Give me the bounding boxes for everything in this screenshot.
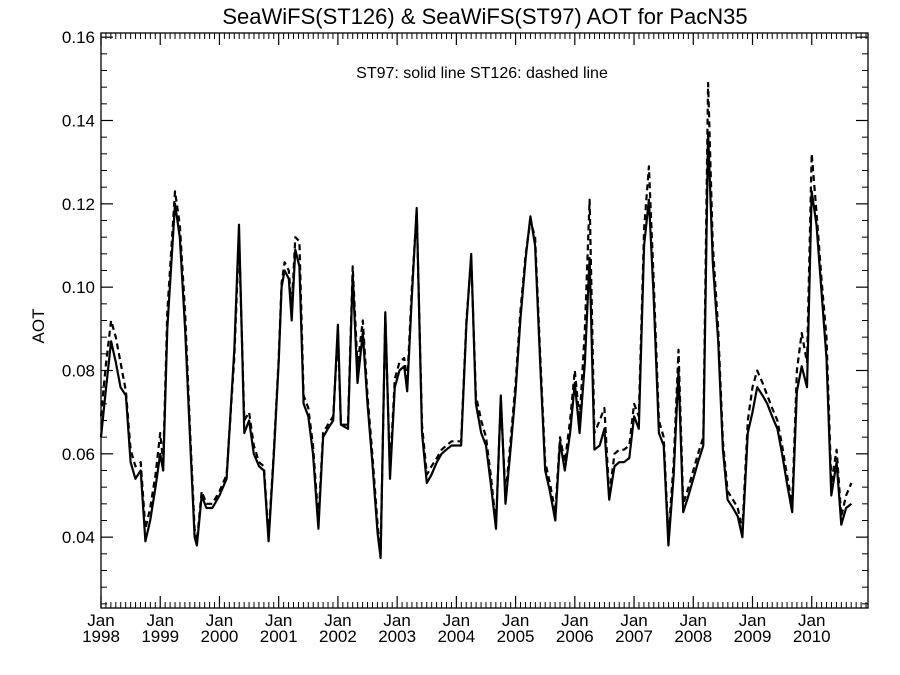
line-style-annotation: ST97: solid line ST126: dashed line [356,65,608,82]
x-tick-year: 2006 [556,627,594,646]
x-tick-year: 2004 [437,627,475,646]
x-tick-month: Jan [620,611,647,630]
y-tick-label: 0.16 [62,28,95,47]
y-tick-label: 0.14 [62,112,95,131]
x-tick-year: 2000 [201,627,239,646]
x-tick-month: Jan [147,611,174,630]
x-tick-year: 2001 [260,627,298,646]
x-tick-month: Jan [739,611,766,630]
x-tick-month: Jan [798,611,825,630]
x-tick-year: 2008 [674,627,712,646]
x-tick-year: 2003 [378,627,416,646]
x-tick-month: Jan [87,611,114,630]
series-lines [99,81,853,560]
y-tick-label: 0.04 [62,528,95,547]
x-tick-year: 1998 [82,627,120,646]
x-tick-month: Jan [206,611,233,630]
x-tick-month: Jan [443,611,470,630]
y-tick-label: 0.12 [62,195,95,214]
y-axis-label: AOT [29,309,48,344]
x-tick-year: 1999 [141,627,179,646]
y-tick-label: 0.06 [62,445,95,464]
x-tick-month: Jan [561,611,588,630]
series-line-st97 [99,131,853,560]
x-tick-month: Jan [502,611,529,630]
plot-frame [100,32,869,609]
x-tick-month: Jan [324,611,351,630]
axis-ticks [100,33,868,608]
y-tick-labels: 0.04 0.06 0.08 0.10 0.12 0.14 0.16 [62,28,95,547]
x-tick-year: 2009 [734,627,772,646]
x-tick-year: 2010 [793,627,831,646]
series-line-st126 [99,81,853,555]
y-tick-label: 0.08 [62,362,95,381]
chart-title: SeaWiFS(ST126) & SeaWiFS(ST97) AOT for P… [222,4,747,29]
y-tick-label: 0.10 [62,278,95,297]
x-tick-year: 2007 [615,627,653,646]
x-tick-month: Jan [265,611,292,630]
x-tick-year: 2002 [319,627,357,646]
x-tick-month: Jan [680,611,707,630]
x-tick-labels: Jan1998Jan1999Jan2000Jan2001Jan2002Jan20… [82,611,831,646]
x-tick-month: Jan [383,611,410,630]
x-tick-year: 2005 [497,627,535,646]
